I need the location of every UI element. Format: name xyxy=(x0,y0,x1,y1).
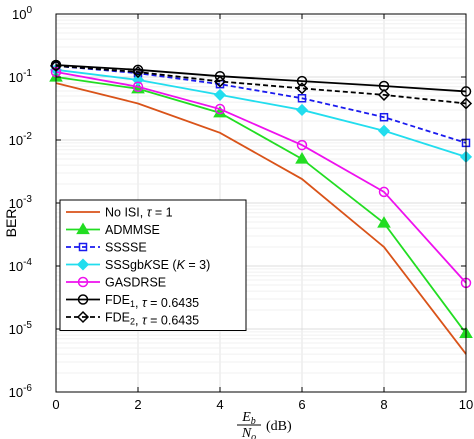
legend-marker xyxy=(77,276,89,288)
legend-label: No ISI, τ = 1 xyxy=(105,206,173,220)
x-tick-label: 4 xyxy=(216,397,223,412)
series-line xyxy=(55,76,467,334)
legend-marker xyxy=(78,242,88,252)
data-point xyxy=(297,93,307,103)
x-tick-label: 0 xyxy=(52,397,59,412)
ticks: 0 2 4 6 8 10 10-6 10-5 10-4 10-3 10-2 10-1 100 xyxy=(9,5,474,412)
legend-marker xyxy=(77,294,89,305)
series-line xyxy=(55,82,467,355)
series-4 xyxy=(50,66,472,289)
x-label-numerator: Eb xyxy=(241,410,256,427)
legend-label: FDE1, τ = 0.6435 xyxy=(105,293,199,310)
y-tick-label: 100 xyxy=(12,5,32,22)
y-tick-label: 10-3 xyxy=(9,194,33,211)
data-point xyxy=(213,75,227,88)
data-point xyxy=(131,65,145,79)
data-point xyxy=(214,103,226,115)
data-point xyxy=(378,186,390,198)
y-axis-label: BER xyxy=(3,209,19,238)
series-3 xyxy=(49,63,473,163)
series-layer xyxy=(49,59,473,355)
legend-label: SSSSE xyxy=(105,241,147,255)
data-point xyxy=(132,81,144,93)
series-6 xyxy=(49,59,473,110)
grid xyxy=(56,14,466,392)
data-point xyxy=(296,139,308,151)
data-point xyxy=(295,82,309,95)
x-tick-label: 8 xyxy=(380,397,387,412)
legend-marker xyxy=(76,222,90,235)
data-point xyxy=(377,216,391,228)
data-point xyxy=(132,64,144,76)
y-tick-label: 10-4 xyxy=(9,257,33,274)
data-point xyxy=(379,112,389,122)
x-tick-label: 6 xyxy=(298,397,305,412)
legend: No ISI, τ = 1 ADMMSE SSSSE SSSgbKSE (K = 3)… xyxy=(59,199,247,331)
legend-marker xyxy=(76,258,90,271)
data-point xyxy=(295,103,309,117)
x-tick-label: 2 xyxy=(134,397,141,412)
data-point xyxy=(213,88,227,101)
series-line xyxy=(55,71,467,284)
series-line xyxy=(55,68,467,158)
x-label-denominator: No xyxy=(241,426,256,439)
data-point xyxy=(377,88,391,101)
y-tick-label: 10-2 xyxy=(9,131,33,148)
legend-label: ADMMSE xyxy=(105,223,160,237)
y-tick-label: 10-5 xyxy=(9,320,33,337)
x-tick-label: 10 xyxy=(459,397,473,412)
series-0 xyxy=(55,82,467,355)
legend-label: FDE2, τ = 0.6435 xyxy=(105,311,199,328)
y-tick-label: 10-6 xyxy=(9,383,33,400)
series-5 xyxy=(50,59,472,97)
x-label-unit: (dB) xyxy=(266,419,292,434)
y-tick-label: 10-1 xyxy=(9,68,33,85)
data-point xyxy=(296,75,308,87)
series-line xyxy=(55,65,467,105)
series-2 xyxy=(51,61,471,148)
legend-label: GASDRSE xyxy=(105,276,166,290)
series-line xyxy=(55,64,467,93)
legend-label: SSSgbKSE (K = 3) xyxy=(105,258,210,272)
series-line xyxy=(55,65,467,144)
data-point xyxy=(295,151,309,164)
data-point xyxy=(377,124,391,137)
legend-marker xyxy=(76,310,90,324)
